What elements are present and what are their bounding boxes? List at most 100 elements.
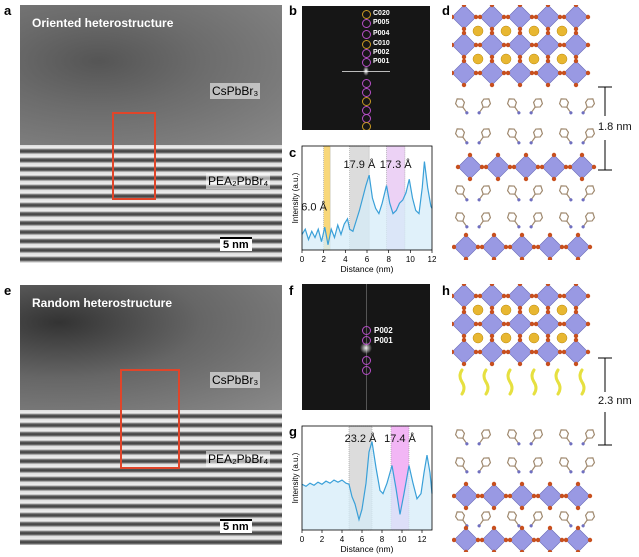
- cesium-atom: [500, 332, 512, 344]
- bromine-atom: [561, 70, 567, 76]
- bromine-atom: [477, 321, 483, 327]
- bromine-atom: [473, 42, 479, 48]
- bromine-atom: [585, 14, 591, 20]
- pea-molecule: [529, 457, 544, 474]
- benzene-ring: [454, 212, 466, 222]
- nitrogen-atom: [529, 524, 533, 528]
- plot-frame: [301, 425, 433, 531]
- bromine-atom: [461, 361, 467, 367]
- scale-bar: 5 nm: [220, 237, 252, 251]
- benzene-ring: [558, 429, 570, 439]
- bromine-atom: [495, 152, 501, 158]
- bromine-atom: [519, 505, 525, 511]
- pea-molecule: [506, 212, 521, 229]
- spot-label: P002: [373, 49, 390, 56]
- pea-molecule: [477, 128, 492, 145]
- spacer-molecule: [458, 368, 466, 396]
- bromine-atom: [557, 293, 563, 299]
- benzene-ring: [480, 511, 492, 521]
- nitrogen-atom: [581, 225, 585, 229]
- panel-label-a: a: [4, 3, 12, 18]
- bromine-atom: [507, 537, 513, 543]
- bromine-atom: [463, 481, 469, 487]
- bromine-atom: [491, 232, 497, 238]
- crystal-structure-oriented: [452, 5, 597, 260]
- bromine-atom: [545, 30, 551, 36]
- bromine-atom: [585, 42, 591, 48]
- benzene-ring: [532, 98, 544, 108]
- nitrogen-atom: [517, 225, 521, 229]
- bromine-atom: [563, 164, 569, 170]
- octahedron: [479, 60, 505, 86]
- octahedron: [479, 339, 505, 365]
- x-tick-label: 6: [365, 255, 370, 264]
- nitrogen-atom: [581, 470, 585, 474]
- nitrogen-atom: [569, 225, 573, 229]
- benzene-ring: [480, 212, 492, 222]
- octahedron: [535, 311, 561, 337]
- bromine-atom: [517, 284, 523, 287]
- benzene-ring: [506, 511, 518, 521]
- bromine-atom: [475, 493, 481, 499]
- bromine-atom: [452, 14, 455, 20]
- bromine-atom: [517, 54, 523, 60]
- bromine-atom: [517, 305, 523, 311]
- octahedron: [507, 5, 533, 30]
- bromine-atom: [489, 5, 495, 8]
- pea-molecule: [506, 429, 521, 446]
- bromine-atom: [452, 42, 455, 48]
- benzene-ring: [584, 457, 596, 467]
- pea-molecule: [529, 128, 544, 145]
- octahedron: [481, 483, 507, 509]
- bromine-atom: [503, 244, 509, 250]
- band-label: 23.2 Å: [345, 432, 377, 445]
- bromine-atom: [452, 537, 457, 543]
- spacing-bracket: [598, 357, 612, 446]
- bromine-atom: [463, 256, 469, 260]
- pea-molecule: [506, 457, 521, 474]
- octahedron: [479, 32, 505, 58]
- bromine-atom: [503, 537, 509, 543]
- octahedron: [509, 483, 535, 509]
- bromine-atom: [545, 54, 551, 60]
- bromine-atom: [579, 152, 585, 158]
- panel-label-g: g: [289, 424, 297, 439]
- octahedron: [565, 527, 591, 552]
- octahedron: [565, 483, 591, 509]
- x-tick-label: 0: [300, 535, 305, 544]
- spot-label: P001: [374, 336, 393, 345]
- tem-image-random: Random heterostructure CsPbBr₃ PEA₂PbBr₄…: [20, 285, 282, 545]
- pea-molecule: [529, 429, 544, 446]
- bromine-atom: [559, 244, 565, 250]
- bromine-atom: [489, 30, 495, 36]
- bromine-atom: [461, 284, 467, 287]
- bromine-atom: [573, 284, 579, 287]
- cesium-atom: [500, 53, 512, 65]
- octahedron: [452, 339, 477, 365]
- benzene-ring: [584, 212, 596, 222]
- bromine-atom: [475, 537, 481, 543]
- benzene-ring: [558, 185, 570, 195]
- bromine-atom: [575, 525, 581, 531]
- bromine-atom: [545, 26, 551, 32]
- nitrogen-atom: [569, 524, 573, 528]
- bromine-atom: [489, 361, 495, 367]
- tem-image-oriented: Oriented heterostructure CsPbBr₃ PEA₂PbB…: [20, 5, 282, 263]
- bromine-atom: [561, 293, 567, 299]
- benzene-ring: [454, 429, 466, 439]
- bromine-atom: [452, 321, 455, 327]
- cesium-atom: [528, 332, 540, 344]
- bromine-atom: [452, 70, 455, 76]
- pea-molecule: [558, 511, 573, 528]
- pea-molecule: [581, 98, 596, 115]
- benzene-ring: [532, 212, 544, 222]
- bromine-atom: [561, 42, 567, 48]
- benzene-ring: [506, 128, 518, 138]
- bromine-atom: [501, 14, 507, 20]
- pea-molecule: [454, 457, 469, 474]
- bromine-atom: [535, 164, 541, 170]
- bromine-atom: [505, 14, 511, 20]
- bromine-atom: [467, 176, 473, 182]
- scale-bar: 5 nm: [220, 519, 252, 533]
- bromine-atom: [477, 14, 483, 20]
